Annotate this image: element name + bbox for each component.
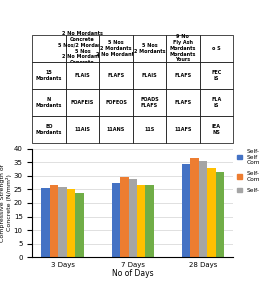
Bar (50, 185, 58, 257)
Bar (137, 185, 145, 257)
Bar (182, 164, 190, 257)
Bar (58, 187, 67, 257)
Bar (41, 188, 50, 257)
Bar (190, 158, 199, 257)
Bar (199, 161, 207, 257)
Bar (120, 177, 128, 257)
Bar (145, 185, 154, 257)
Legend: Self-Curing
Self
Compacting, Self-
Compacting, Self-Curing: Self-Curing Self Compacting, Self- Compa… (235, 147, 259, 195)
Bar (215, 172, 224, 257)
Bar (112, 183, 120, 257)
Bar (75, 193, 84, 257)
Bar (67, 189, 75, 257)
Y-axis label: Compressive Strength of
Concrete (N/mm²): Compressive Strength of Concrete (N/mm²) (0, 164, 12, 242)
Bar (128, 179, 137, 257)
Bar (207, 168, 215, 257)
X-axis label: No of Days: No of Days (112, 269, 154, 279)
